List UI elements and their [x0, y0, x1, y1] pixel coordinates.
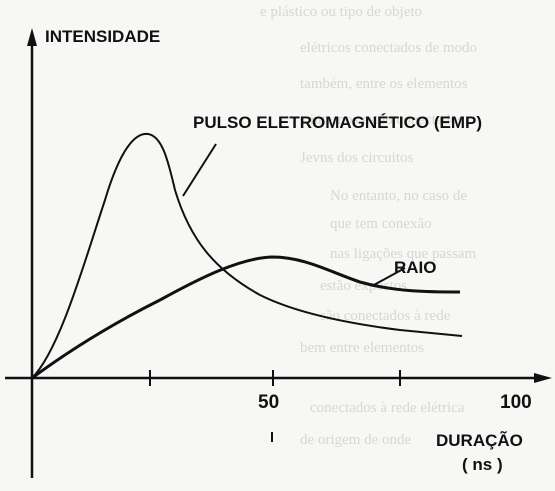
- svg-text:também, entre os elementos: também, entre os elementos: [300, 76, 468, 92]
- emp-curve-label: PULSO ELETROMAGNÉTICO (EMP): [193, 113, 482, 132]
- emp-leader-line: [182, 143, 217, 197]
- lightning-curve-label: RAIO: [394, 258, 437, 277]
- svg-text:conectados à rede elétrica: conectados à rede elétrica: [310, 400, 465, 416]
- svg-text:elétricos conectados de modo: elétricos conectados de modo: [300, 40, 477, 56]
- svg-text:nas ligações que passam: nas ligações que passam: [330, 246, 477, 262]
- svg-text:estão expostos: estão expostos: [320, 278, 407, 294]
- y-axis-label: INTENSIDADE: [45, 27, 160, 46]
- svg-text:e plástico ou tipo de objeto: e plástico ou tipo de objeto: [260, 4, 422, 20]
- svg-text:de origem de onde: de origem de onde: [300, 432, 412, 448]
- x-axis-arrow: [534, 373, 552, 383]
- bleed-through-text: e plástico ou tipo de objeto elétricos c…: [260, 4, 477, 448]
- svg-text:bem entre elementos: bem entre elementos: [300, 340, 424, 356]
- x-axis-label: DURAÇÃO: [436, 430, 523, 450]
- svg-text:que tem conexão: que tem conexão: [330, 216, 432, 232]
- lightning-leader-line: [371, 267, 406, 287]
- axes: [5, 28, 552, 478]
- svg-text:são conectados à rede: são conectados à rede: [320, 308, 451, 324]
- lightning-curve: [31, 255, 461, 380]
- svg-text:Jevns dos circuitos: Jevns dos circuitos: [300, 150, 413, 166]
- tick-label-100: 100: [500, 392, 532, 413]
- y-axis-arrow: [27, 28, 37, 46]
- emp-curve: [31, 132, 463, 379]
- tick-marks: [149, 370, 401, 442]
- tick-label-50: 50: [258, 392, 279, 413]
- svg-text:No entanto, no caso de: No entanto, no caso de: [330, 188, 467, 204]
- x-axis-unit: ( ns ): [462, 455, 503, 474]
- svg-text:internos estão conectados: internos estão conectados: [310, 112, 463, 128]
